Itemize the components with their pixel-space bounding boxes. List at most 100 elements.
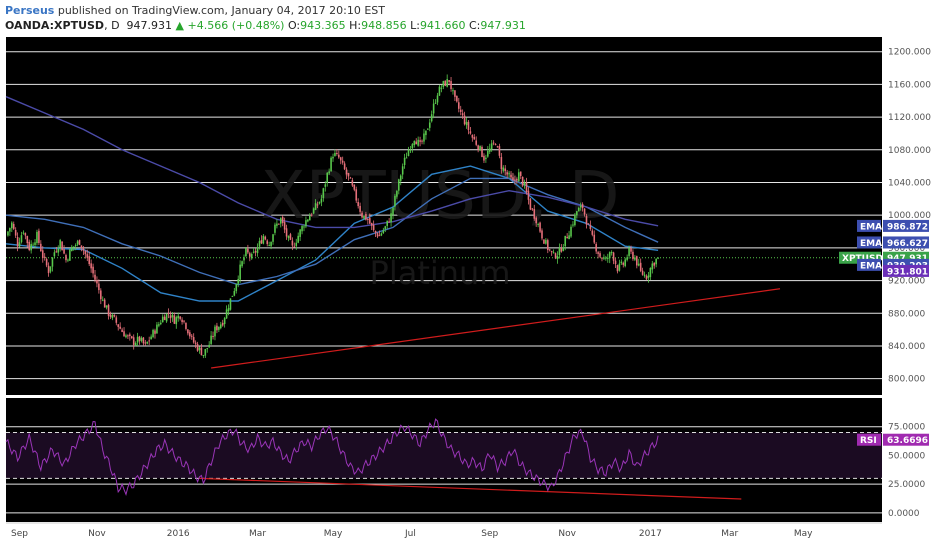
candle-body <box>504 168 507 171</box>
candle-body <box>394 195 396 207</box>
candle-body <box>41 250 44 258</box>
candle-body <box>256 247 259 254</box>
candle-body <box>47 265 50 274</box>
price-tick-label: 1040.000 <box>888 178 931 188</box>
tag-label-box <box>857 258 881 271</box>
price-tick-label: 1080.000 <box>888 146 931 156</box>
candle-body <box>541 230 543 239</box>
watermark: XPTUSD, D Platinum <box>260 157 619 292</box>
time-axis[interactable]: Sep Nov 2016 Mar May Jul Sep Nov 2017 Mar May <box>6 522 882 539</box>
candle-body <box>190 335 193 337</box>
candle-body <box>457 102 460 109</box>
candle-body <box>148 340 150 342</box>
candle-body <box>245 248 247 257</box>
candle-body <box>556 255 559 260</box>
candle-body <box>55 251 58 253</box>
close-value: 947.931 <box>480 19 526 32</box>
tag-label-box <box>857 219 881 232</box>
candle-body <box>84 250 87 255</box>
candle-body <box>167 313 170 315</box>
candle-body <box>266 240 269 244</box>
candle-body <box>372 224 375 231</box>
candle-body <box>585 215 588 225</box>
candle-body <box>583 208 586 215</box>
candle-body <box>279 218 282 224</box>
candle-body <box>51 257 54 267</box>
candle-body <box>388 221 390 223</box>
time-tick-label: May <box>324 529 343 539</box>
candle-body <box>61 241 63 251</box>
candle-body <box>514 179 516 181</box>
candle-body <box>587 223 590 225</box>
candle-body <box>341 160 344 163</box>
candle-body <box>221 322 224 326</box>
candle-body <box>219 324 222 329</box>
candle-body <box>16 237 19 247</box>
candle-body <box>632 251 634 259</box>
tag-label: RSI <box>860 436 877 446</box>
candle-body <box>243 257 245 261</box>
candle-body <box>169 315 172 319</box>
candle-body <box>606 257 609 259</box>
price-chart-svg[interactable]: XPTUSD, D Platinum 1200.000 1160.000 1120.… <box>0 36 932 550</box>
candle-body <box>655 258 657 265</box>
author-link[interactable]: Perseus <box>5 4 55 17</box>
candle-body <box>189 332 191 337</box>
candle-body <box>295 242 298 246</box>
last-price: 947.931 <box>126 19 173 32</box>
candle-body <box>218 326 220 330</box>
candle-body <box>628 247 630 256</box>
candle-body <box>206 348 209 350</box>
candle-body <box>608 252 611 259</box>
candle-body <box>657 257 659 259</box>
candle-body <box>527 190 530 200</box>
chart-area[interactable]: XPTUSD, D Platinum 1200.000 1160.000 1120.… <box>0 36 932 550</box>
symbol-name[interactable]: OANDA:XPTUSD <box>5 19 105 32</box>
candle-body <box>314 203 317 210</box>
candle-body <box>554 253 557 259</box>
candle-body <box>506 172 508 175</box>
symbol-line: OANDA:XPTUSD, D 947.931 ▲ +4.566 (+0.48%… <box>5 19 526 32</box>
candle-body <box>564 235 567 247</box>
rsi-tick-label: 75.0000 <box>888 423 925 433</box>
ema-lines <box>5 96 659 302</box>
candle-body <box>361 212 363 218</box>
candle-body <box>579 205 582 208</box>
candle-body <box>212 335 214 337</box>
publisher-line: Perseus published on TradingView.com, Ja… <box>5 4 385 17</box>
price-tick-label: 960.000 <box>888 244 925 254</box>
candle-body <box>649 267 652 278</box>
candle-body <box>185 322 187 329</box>
candle-body <box>330 157 332 172</box>
candle-body <box>498 146 501 156</box>
candle-body <box>634 257 636 260</box>
interval: D <box>111 19 120 32</box>
candle-body <box>152 329 154 338</box>
candles <box>7 74 659 359</box>
rsi-axis[interactable]: 75.0000 50.0000 25.0000 0.0000 <box>888 423 925 519</box>
candle-body <box>384 226 387 229</box>
price-axis[interactable]: 1200.000 1160.000 1120.000 1080.000 1040.000… <box>888 48 931 385</box>
candle-body <box>643 274 646 277</box>
candle-body <box>287 235 290 239</box>
candle-body <box>285 228 288 237</box>
candle-body <box>115 317 118 323</box>
candle-body <box>339 157 342 161</box>
candle-body <box>365 214 367 220</box>
candle-body <box>533 209 536 219</box>
candle-body <box>620 261 623 264</box>
candle-body <box>562 247 565 251</box>
candle-body <box>581 204 584 209</box>
candle-body <box>326 172 329 183</box>
candle-body <box>481 146 483 157</box>
candle-body <box>20 235 23 243</box>
candle-body <box>291 240 294 246</box>
candle-body <box>601 257 603 259</box>
candle-body <box>96 280 98 284</box>
candle-body <box>67 259 69 261</box>
candle-body <box>12 224 15 229</box>
candle-body <box>490 143 493 150</box>
candle-body <box>510 174 512 178</box>
candle-body <box>450 80 452 89</box>
candle-body <box>310 214 313 216</box>
